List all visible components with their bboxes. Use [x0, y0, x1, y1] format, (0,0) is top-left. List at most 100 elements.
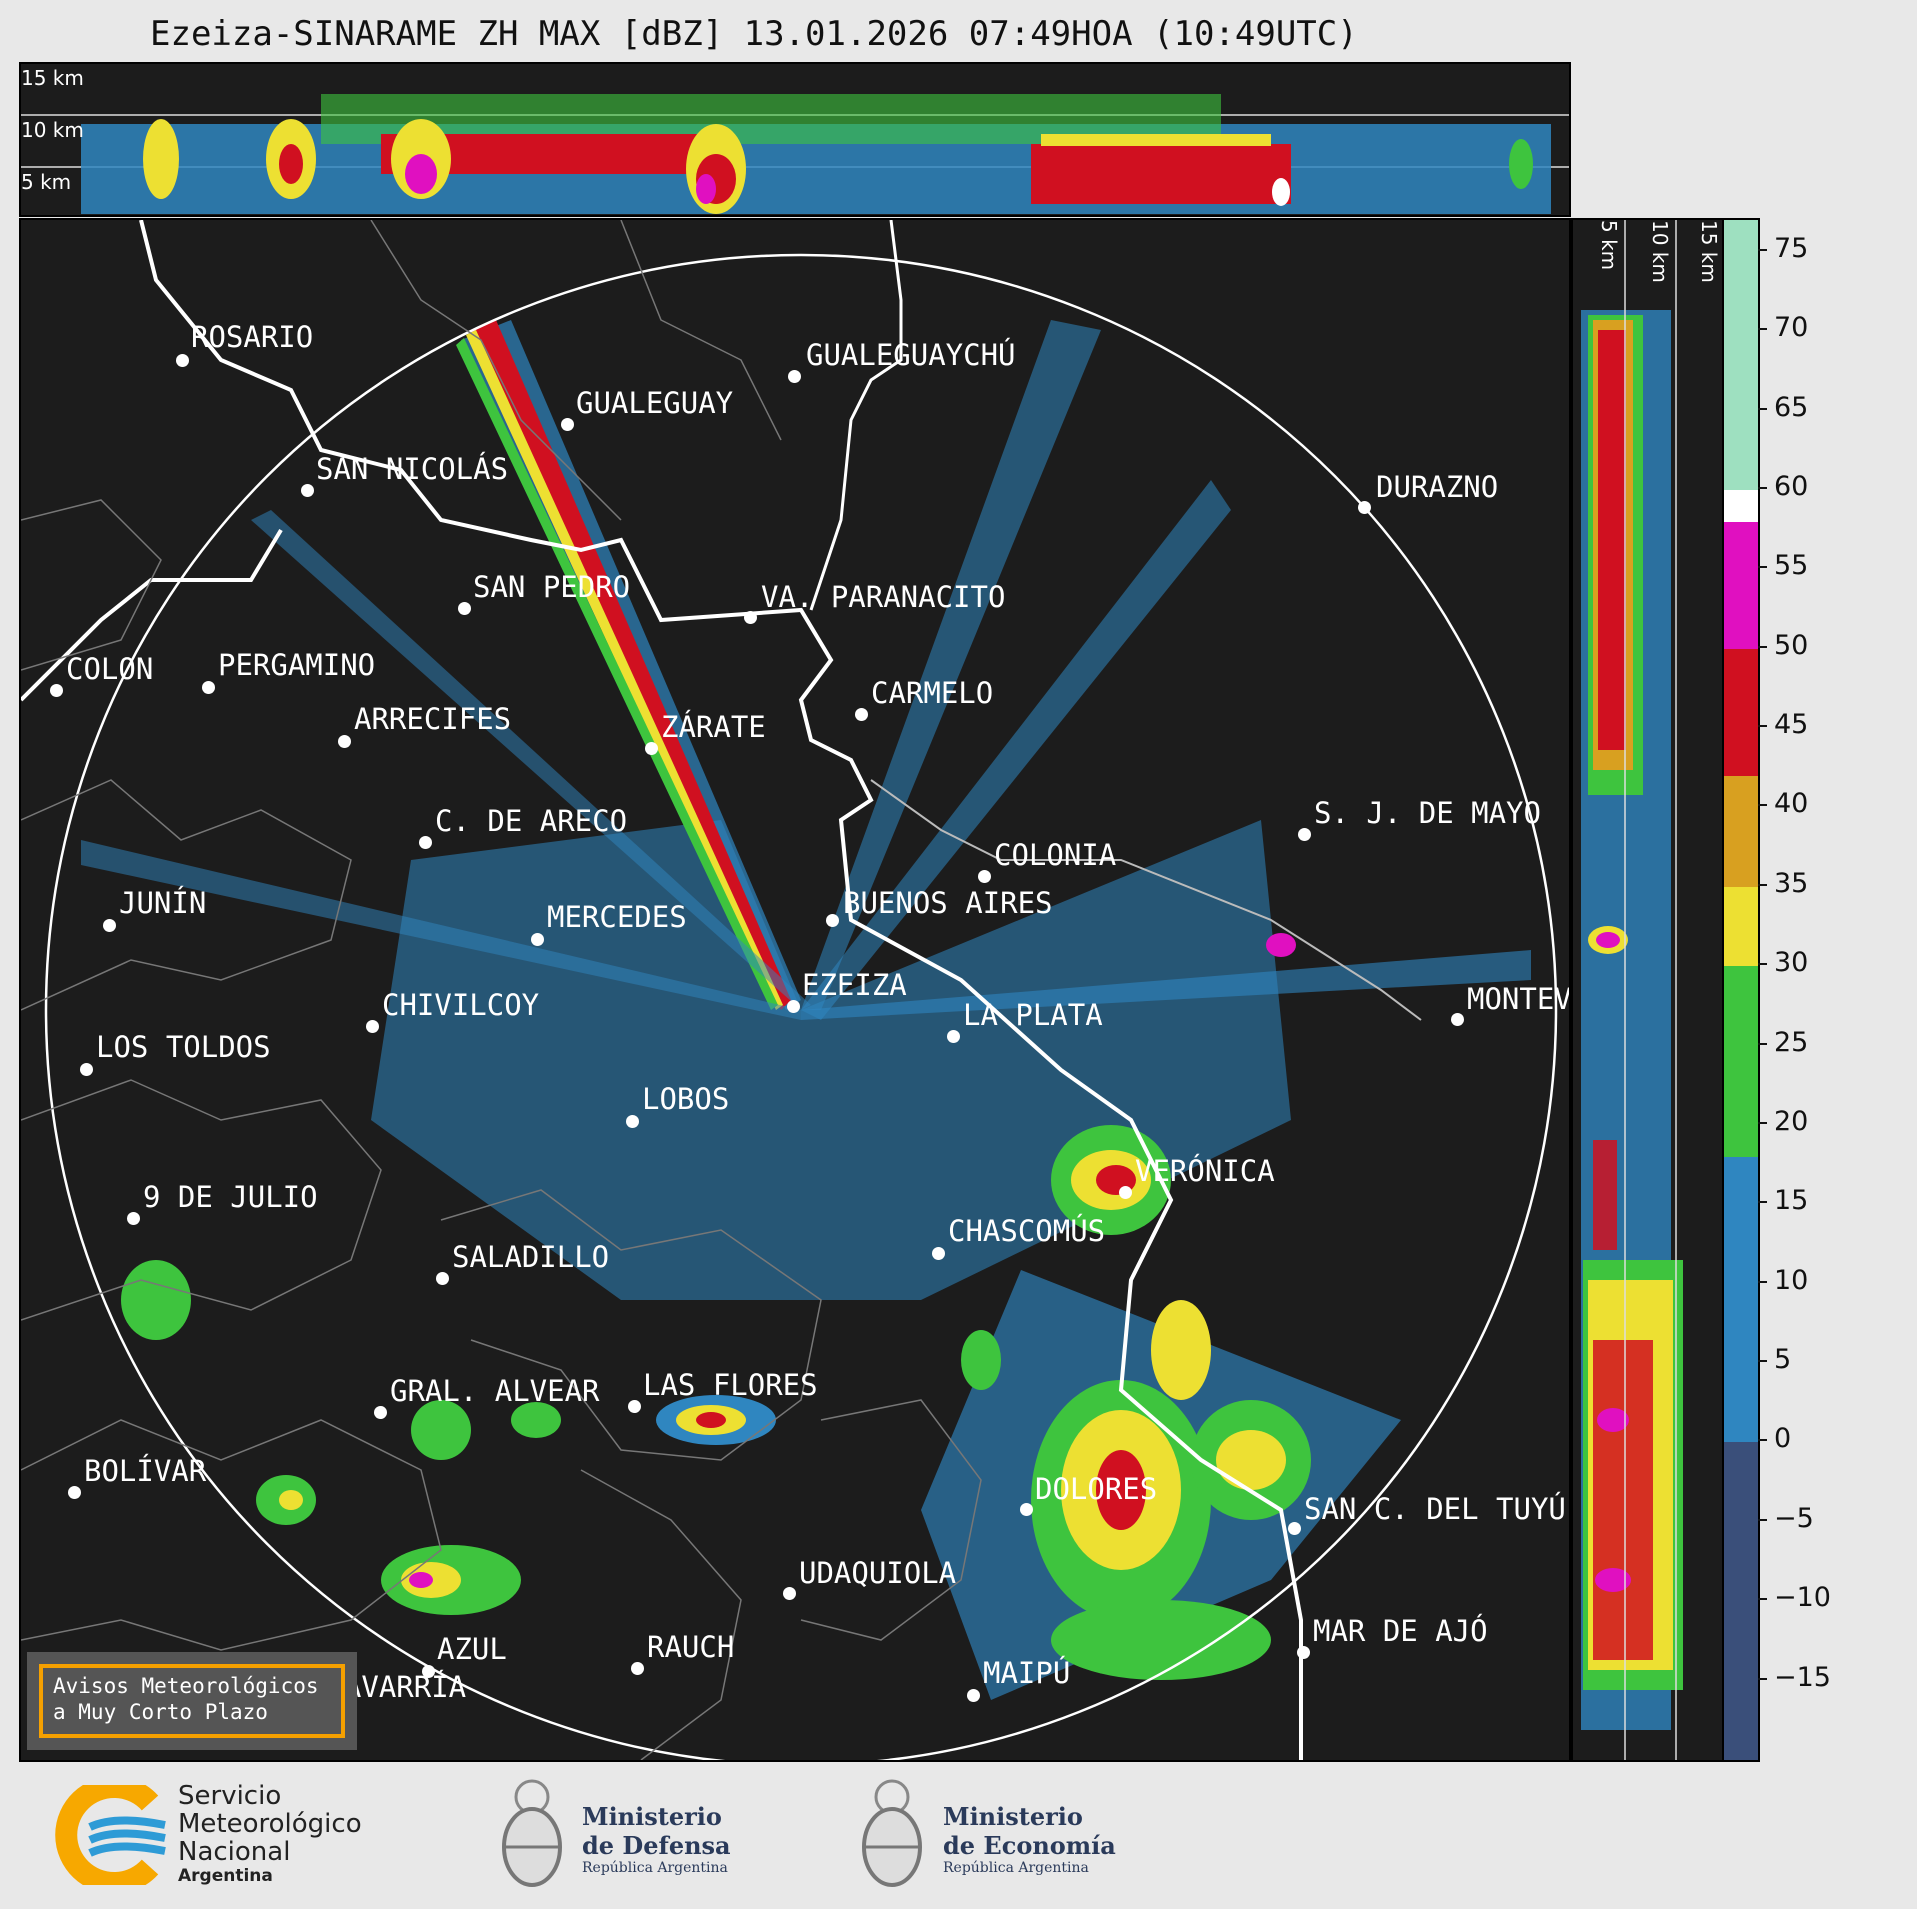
colorbar-band — [1724, 886, 1758, 967]
colorbar-tick — [1758, 566, 1767, 569]
city-label: CHASCOMÚS — [948, 1214, 1106, 1248]
colorbar-tick-label: 70 — [1774, 312, 1809, 344]
city-label: MERCEDES — [547, 900, 687, 934]
city-label: BOLÍVAR — [84, 1454, 207, 1488]
city-dot — [783, 1587, 796, 1600]
colorbar-tick — [1758, 1518, 1767, 1521]
economia-line-3: República Argentina — [943, 1860, 1089, 1876]
smn-line-4: Argentina — [178, 1866, 273, 1886]
colorbar-tick-label: −5 — [1774, 1502, 1814, 1534]
city-dot — [947, 1030, 960, 1043]
colorbar-tick — [1758, 883, 1767, 886]
colorbar-tick-label: −10 — [1774, 1582, 1831, 1614]
colorbar-band — [1724, 489, 1758, 522]
city-dot — [458, 602, 471, 615]
city-label: GUALEGUAY — [576, 386, 734, 420]
city-label: AZUL — [437, 1632, 507, 1666]
city-label: MAIPÚ — [983, 1656, 1071, 1690]
colorbar-tick — [1758, 804, 1767, 807]
city-label: PERGAMINO — [218, 648, 376, 682]
city-label: LOBOS — [642, 1082, 730, 1116]
defensa-line-2: de Defensa — [582, 1831, 731, 1860]
city-dot — [855, 708, 868, 721]
colorbar-tick — [1758, 725, 1767, 728]
city-dot — [561, 418, 574, 431]
city-label: SALADILLO — [452, 1240, 610, 1274]
city-dot — [1298, 828, 1311, 841]
colorbar-tick — [1758, 486, 1767, 489]
city-dot — [1288, 1522, 1301, 1535]
city-dot — [628, 1400, 641, 1413]
colorbar-band — [1724, 775, 1758, 887]
colorbar-tick-label: 0 — [1774, 1423, 1792, 1455]
city-label: GRAL. ALVEAR — [390, 1374, 600, 1408]
colorbar-band — [1724, 521, 1758, 649]
city-dot — [80, 1063, 93, 1076]
city-dot — [422, 1665, 435, 1678]
colorbar-tick-label: 60 — [1774, 470, 1809, 502]
colorbar-tick-label: 45 — [1774, 709, 1809, 741]
colorbar-tick — [1758, 645, 1767, 648]
city-label: EZEIZA — [802, 968, 907, 1002]
city-label: DURAZNO — [1376, 470, 1499, 504]
side-altitude-label-10km: 10 km — [1648, 220, 1672, 283]
city-label: MAR DE AJÓ — [1313, 1614, 1488, 1648]
city-label: C. DE ARECO — [435, 804, 628, 838]
economia-line-1: Ministerio — [943, 1802, 1083, 1831]
city-label: COLONIA — [994, 838, 1117, 872]
city-dot — [338, 735, 351, 748]
avisos-line-2: a Muy Corto Plazo — [53, 1700, 268, 1724]
city-label: ROSARIO — [191, 320, 314, 354]
city-label: SAN C. DEL TUYÚ — [1304, 1492, 1566, 1526]
radar-site-dot — [787, 1000, 800, 1013]
city-label: S. J. DE MAYO — [1314, 796, 1541, 830]
altitude-label-15km: 15 km — [21, 66, 84, 90]
city-dot — [50, 684, 63, 697]
city-dot — [436, 1272, 449, 1285]
city-dot — [744, 611, 757, 624]
page-title: Ezeiza-SINARAME ZH MAX [dBZ] 13.01.2026 … — [150, 14, 1358, 54]
colorbar-tick — [1758, 1121, 1767, 1124]
smn-line-1: Servicio — [178, 1781, 282, 1811]
colorbar-tick-label: 50 — [1774, 629, 1809, 661]
city-dot — [127, 1212, 140, 1225]
colorbar-tick — [1758, 1042, 1767, 1045]
side-profile-echoes — [1581, 220, 1683, 1760]
colorbar-tick — [1758, 963, 1767, 966]
defensa-logo-text: Ministerio de Defensa República Argentin… — [582, 1802, 731, 1876]
economia-logo-text: Ministerio de Economía República Argenti… — [943, 1802, 1116, 1876]
city-label: RAUCH — [647, 1630, 735, 1664]
city-dot — [176, 354, 189, 367]
city-dot — [301, 484, 314, 497]
city-dot — [1119, 1186, 1132, 1199]
colorbar-tick-label: 20 — [1774, 1105, 1809, 1137]
colorbar-tick — [1758, 1201, 1767, 1204]
city-label: ARRECIFES — [354, 702, 512, 736]
colorbar-band — [1724, 966, 1758, 1157]
defensa-line-3: República Argentina — [582, 1860, 728, 1876]
top-height-profile: 15 km 10 km 5 km — [19, 62, 1571, 217]
colorbar-tick — [1758, 1280, 1767, 1283]
colorbar-tick — [1758, 1677, 1767, 1680]
city-dot — [531, 933, 544, 946]
city-dot — [202, 681, 215, 694]
city-label: JUNÍN — [119, 886, 207, 920]
top-profile-echoes — [21, 94, 1569, 214]
colorbar-band — [1724, 220, 1758, 490]
city-label: MONTEV — [1467, 982, 1571, 1016]
city-dot — [1297, 1646, 1310, 1659]
altitude-label-5km: 5 km — [21, 170, 72, 194]
city-dot — [1451, 1013, 1464, 1026]
avisos-link-button[interactable]: Avisos Meteorológicos a Muy Corto Plazo — [27, 1652, 357, 1750]
radar-map[interactable]: ROSARIO GUALEGUAYCHÚ GUALEGUAY SAN NICOL… — [19, 218, 1571, 1762]
city-dot — [366, 1020, 379, 1033]
smn-line-3: Nacional — [178, 1837, 291, 1867]
city-label: LA PLATA — [963, 998, 1103, 1032]
smn-logo-icon — [55, 1785, 166, 1885]
colorbar-tick-label: 35 — [1774, 867, 1809, 899]
colorbar-tick-label: 55 — [1774, 550, 1809, 582]
colorbar-tick-label: 65 — [1774, 391, 1809, 423]
city-dot — [967, 1689, 980, 1702]
escudo-defensa-icon — [502, 1779, 562, 1887]
city-dot — [631, 1662, 644, 1675]
